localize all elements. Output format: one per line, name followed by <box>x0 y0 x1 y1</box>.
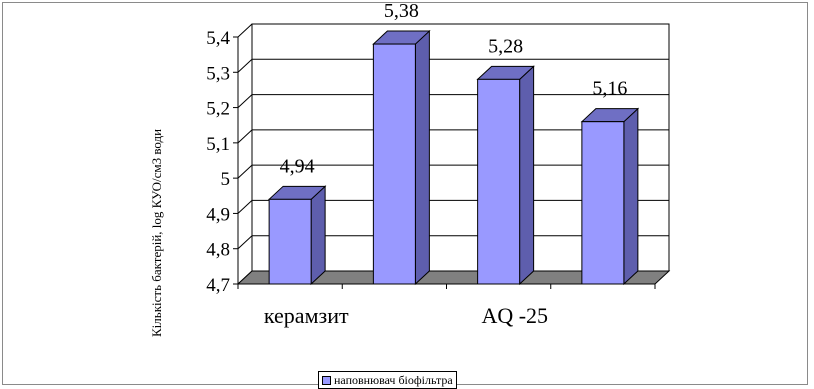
x-tick-label: AQ -25 <box>481 303 548 328</box>
bar <box>372 43 416 285</box>
gridline-diagonal <box>237 200 253 214</box>
legend-label: наповнювач біофільтра <box>334 372 453 387</box>
y-tick-label: 4,9 <box>206 204 230 225</box>
bar-side <box>414 29 430 286</box>
y-tick-label: 4,7 <box>206 275 230 296</box>
bar-side <box>519 65 535 286</box>
data-label: 5,16 <box>592 78 627 100</box>
data-label: 5,28 <box>488 35 523 57</box>
x-tick-label: керамзит <box>264 303 349 328</box>
y-tick-label: 5,2 <box>206 99 230 120</box>
gridline-diagonal <box>237 129 253 144</box>
y-tick-label: 5 <box>221 169 231 190</box>
y-tick-label: 5,4 <box>206 28 230 49</box>
y-tick-label: 4,8 <box>206 240 230 261</box>
y-tick-label: 5,1 <box>206 134 230 155</box>
gridline-diagonal <box>237 23 253 38</box>
y-tick-label: 5,3 <box>206 63 230 84</box>
legend-swatch <box>322 375 331 385</box>
bar <box>268 198 312 285</box>
data-label: 5,38 <box>384 0 419 22</box>
gridline-diagonal <box>237 58 253 73</box>
legend: наповнювач біофільтра <box>318 371 457 389</box>
gridline-diagonal <box>237 235 253 250</box>
bar-side <box>310 185 326 286</box>
gridline-diagonal <box>237 164 253 179</box>
data-label: 4,94 <box>280 155 315 177</box>
y-axis-label: Кількість бактерій, log КУО/см3 води <box>149 128 164 337</box>
gridline-diagonal <box>237 94 253 108</box>
bar <box>477 78 521 285</box>
bar <box>581 121 625 285</box>
bar-side <box>623 107 639 286</box>
